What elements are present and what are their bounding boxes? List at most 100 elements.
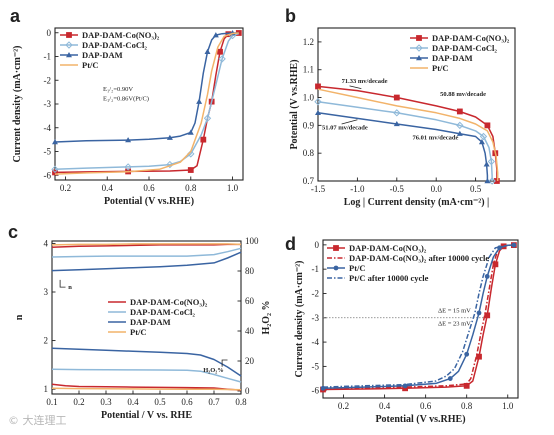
- panel-d-ytick-label: -4: [312, 337, 320, 347]
- panel-a-xlabel: Potential (V vs.RHE): [104, 196, 194, 207]
- panel-d-series-3: [322, 244, 514, 388]
- panel-d-ytick-label: -3: [312, 313, 320, 323]
- panel-c-frame: [51, 240, 242, 395]
- panel-c-xtick-label: 0.3: [100, 397, 112, 407]
- panel-b-series-0-point: [393, 94, 400, 101]
- panel-d-ytick-label: -5: [312, 361, 320, 371]
- panel-d-series-0-point: [476, 353, 482, 360]
- panel-d-xlabel: Potential (V vs.RHE): [375, 414, 465, 425]
- panel-b-series-2-point: [478, 139, 485, 145]
- panel-c-y2tick-label: 20: [245, 356, 255, 366]
- panel-c-legend-label: DAP-DAM-CoCl₂: [130, 307, 195, 317]
- panel-b-legend-label: DAP-DAM-Co(NO₃)₂: [432, 33, 510, 43]
- panel-a-series-0-point: [217, 48, 223, 55]
- panel-c-y2tick-label: 80: [245, 266, 255, 276]
- panel-a-ytick-label: 0: [47, 28, 52, 38]
- panel-b-series-2-point: [484, 178, 491, 184]
- panel-c-y2tick-label: 0: [245, 386, 250, 396]
- panel-c-xtick-label: 0.5: [154, 397, 166, 407]
- panel-d-series-2-point: [464, 351, 470, 357]
- panel-a-legend-marker: [65, 41, 73, 49]
- watermark: © 大连理工: [8, 414, 67, 427]
- panel-b-ytick-label: 1.2: [303, 37, 314, 47]
- panel-b-xlabel: Log | Current density (mA·cm⁻²) |: [344, 197, 490, 208]
- panel-a-ylabel: Current density (mA·cm⁻²): [12, 46, 23, 163]
- panel-d-xtick-label: 0.2: [338, 401, 349, 411]
- panel-d-legend-label: Pt/C: [349, 263, 366, 273]
- panel-d-legend-marker: [333, 265, 339, 271]
- panel-a-xtick-label: 0.4: [102, 183, 114, 193]
- panel-d-ytick-label: -6: [312, 386, 320, 396]
- panel-c-annotation-arrow: [221, 359, 228, 367]
- panel-a-ytick-label: -1: [44, 52, 52, 62]
- panel-a-ytick-label: -2: [44, 75, 52, 85]
- panel-c-y2tick-label: 100: [245, 236, 259, 246]
- panel-b-series-0-point: [456, 108, 463, 115]
- panel-c-xtick-label: 0.4: [127, 397, 139, 407]
- panel-d-series-2-point: [484, 274, 490, 279]
- panel-c-ytick-label: 3: [44, 287, 49, 297]
- panel-d-frame: [322, 239, 519, 399]
- panel-b-xtick-label: -1.5: [311, 184, 326, 194]
- panel-c-annotation: n: [68, 284, 72, 291]
- panel-a-series-1-point: [166, 160, 174, 169]
- panel-a-series-0-point: [187, 167, 194, 173]
- panel-b-ytick-label: 1.1: [303, 65, 314, 75]
- panel-a-series-1-point: [124, 163, 132, 171]
- panel-c-ytick-label: 2: [44, 336, 49, 346]
- panel-c-series-7: [51, 387, 242, 391]
- panel-d-legend-label: Pt/C after 10000 cycle: [349, 273, 429, 283]
- panel-c-xlabel: Potential / V vs. RHE: [101, 410, 192, 421]
- panel-c-xtick-label: 0.1: [46, 397, 57, 407]
- panel-b-xtick-label: -0.5: [390, 184, 405, 194]
- panel-d-series-0-point: [484, 312, 491, 319]
- panel-b-series-2-point: [393, 120, 400, 127]
- panel-b-series-0-point: [484, 122, 491, 129]
- panel-d-legend-label: DAP-DAM-Co(NO₃)₂ after 10000 cycle: [349, 253, 489, 263]
- panel-b-xtick-label: -1.0: [350, 184, 365, 194]
- panel-d-annotation: ΔE = 23 mV: [438, 321, 471, 328]
- panel-a-ytick-label: -3: [44, 99, 52, 109]
- panel-a-series-2: [54, 32, 239, 143]
- panel-a-legend-label: Pt/C: [82, 60, 99, 70]
- panel-c-xtick-label: 0.6: [181, 397, 193, 407]
- panel-a-xtick-label: 1.0: [227, 183, 239, 193]
- panel-a-legend-label: DAP-DAM-Co(NO₃)₂: [82, 30, 160, 40]
- panel-b-ylabel: Potential (V vs.RHE): [289, 59, 300, 149]
- panel-a-legend-marker: [66, 32, 72, 38]
- panel-b-series-2: [317, 112, 489, 181]
- panel-b-xtick-label: 0.0: [431, 184, 443, 194]
- panel-c-xtick-label: 0.8: [235, 397, 247, 407]
- panel-b-ytick-label: 1.0: [303, 93, 315, 103]
- panel-a-ytick-label: -6: [44, 170, 52, 180]
- panel-b-xtick-label: 0.5: [470, 184, 482, 194]
- panel-b-annotation-arrow: [349, 85, 362, 90]
- panel-d-xtick-label: 0.6: [420, 401, 432, 411]
- panel-b-legend-marker: [416, 35, 422, 41]
- panel-c-series-6: [51, 347, 242, 377]
- panel-b-annotation: 76.01 mv/decade: [413, 134, 459, 141]
- panel-c-annotation: H₂O₂%: [203, 367, 224, 374]
- panel-a-series-1-point: [203, 114, 212, 122]
- panel-d-ytick-label: -1: [312, 264, 320, 274]
- panel-a-annotation: E₁/₂=0.86V(Pt/C): [103, 95, 149, 102]
- panel-d-xtick-label: 0.4: [379, 401, 391, 411]
- panel-b-annotation-arrow: [341, 119, 358, 125]
- panel-b-series-1-point: [393, 109, 401, 117]
- panel-d-xtick-label: 0.8: [461, 401, 473, 411]
- panel-b-series-2-point: [315, 109, 321, 116]
- panel-d-xtick-label: 1.0: [502, 401, 514, 411]
- panel-a-xtick-label: 0.8: [185, 183, 197, 193]
- panel-c-series-3: [51, 243, 242, 246]
- panel-c-legend-label: DAP-DAM-Co(NO₃)₂: [130, 297, 208, 307]
- panel-c-legend-label: Pt/C: [130, 327, 147, 337]
- panel-d-series-2-point: [402, 383, 408, 389]
- panel-b-legend-marker: [415, 44, 423, 52]
- panel-a-series-2-point: [125, 137, 132, 143]
- panel-b-ytick-label: 0.8: [303, 148, 315, 158]
- panel-b-series-1-point: [487, 157, 496, 166]
- panel-c-series-5: [51, 368, 242, 383]
- panel-c-y2tick-label: 60: [245, 296, 255, 306]
- panel-b-series-1: [317, 100, 493, 181]
